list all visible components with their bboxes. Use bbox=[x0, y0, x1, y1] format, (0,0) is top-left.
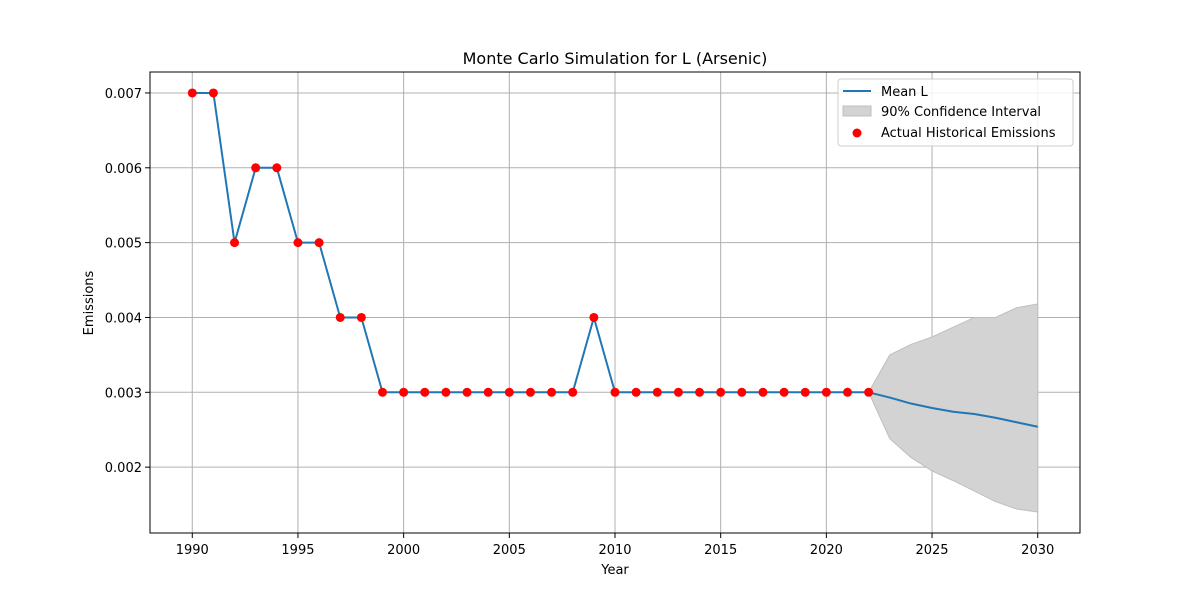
confidence-band-layer bbox=[868, 303, 1039, 513]
grid-lines bbox=[150, 72, 1080, 533]
legend-historical-point-swatch bbox=[852, 128, 862, 138]
y-tick-label: 0.002 bbox=[105, 461, 142, 476]
historical-emission-point bbox=[568, 387, 578, 397]
historical-emission-point bbox=[504, 387, 514, 397]
y-tick-label: 0.005 bbox=[105, 237, 142, 252]
historical-emission-point bbox=[483, 387, 493, 397]
historical-emission-point bbox=[441, 387, 451, 397]
x-tick-label: 1995 bbox=[281, 543, 314, 558]
confidence-interval-band bbox=[868, 303, 1039, 513]
historical-emission-point bbox=[673, 387, 683, 397]
x-tick-label: 2000 bbox=[387, 543, 420, 558]
chart-title: Monte Carlo Simulation for L (Arsenic) bbox=[463, 49, 768, 68]
y-tick-label: 0.003 bbox=[105, 386, 142, 401]
legend-label-historical: Actual Historical Emissions bbox=[881, 126, 1056, 141]
historical-emission-point bbox=[293, 238, 303, 248]
historical-emission-point bbox=[335, 312, 345, 322]
historical-emission-point bbox=[525, 387, 535, 397]
x-axis-label: Year bbox=[600, 563, 629, 578]
historical-emission-point bbox=[716, 387, 726, 397]
x-tick-label: 2015 bbox=[704, 543, 737, 558]
legend-confidence-band-swatch bbox=[842, 105, 872, 117]
y-tick-label: 0.004 bbox=[105, 311, 142, 326]
historical-emission-point bbox=[272, 163, 282, 173]
historical-points-layer bbox=[187, 88, 874, 397]
legend-label-mean: Mean L bbox=[881, 85, 929, 100]
historical-emission-point bbox=[356, 312, 366, 322]
historical-emission-point bbox=[399, 387, 409, 397]
historical-emission-point bbox=[652, 387, 662, 397]
plot-frame bbox=[149, 71, 1081, 534]
historical-emission-point bbox=[314, 238, 324, 248]
historical-emission-point bbox=[821, 387, 831, 397]
historical-emission-point bbox=[800, 387, 810, 397]
historical-emission-point bbox=[547, 387, 557, 397]
x-tick-label: 2030 bbox=[1021, 543, 1054, 558]
historical-emission-point bbox=[420, 387, 430, 397]
y-tick-label: 0.007 bbox=[105, 87, 142, 102]
historical-emission-point bbox=[251, 163, 261, 173]
historical-emission-point bbox=[610, 387, 620, 397]
legend-label-confidence-interval: 90% Confidence Interval bbox=[881, 105, 1041, 120]
historical-emission-point bbox=[758, 387, 768, 397]
historical-emission-point bbox=[187, 88, 197, 98]
historical-emission-point bbox=[864, 387, 874, 397]
historical-emission-point bbox=[462, 387, 472, 397]
x-tick-label: 1990 bbox=[176, 543, 209, 558]
historical-emission-point bbox=[779, 387, 789, 397]
legend-box bbox=[837, 78, 1074, 147]
historical-emission-point bbox=[230, 238, 240, 248]
x-tick-label: 2010 bbox=[598, 543, 631, 558]
legend: Mean L 90% Confidence Interval Actual Hi… bbox=[837, 78, 1074, 147]
historical-emission-point bbox=[843, 387, 852, 397]
historical-emission-point bbox=[737, 387, 747, 397]
historical-emission-point bbox=[631, 387, 641, 397]
historical-emission-point bbox=[589, 312, 599, 322]
axis-ticks: 1990 1995 2000 2005 2010 2015 2020 2025 2030 0.00… bbox=[105, 87, 1054, 558]
y-tick-label: 0.006 bbox=[105, 162, 142, 177]
historical-emission-point bbox=[695, 387, 705, 397]
historical-emission-point bbox=[378, 387, 387, 397]
x-tick-label: 2005 bbox=[493, 543, 526, 558]
y-axis-label: Emissions bbox=[82, 270, 97, 335]
historical-emission-point bbox=[208, 88, 218, 98]
x-tick-label: 2020 bbox=[810, 543, 843, 558]
x-tick-label: 2025 bbox=[915, 543, 948, 558]
